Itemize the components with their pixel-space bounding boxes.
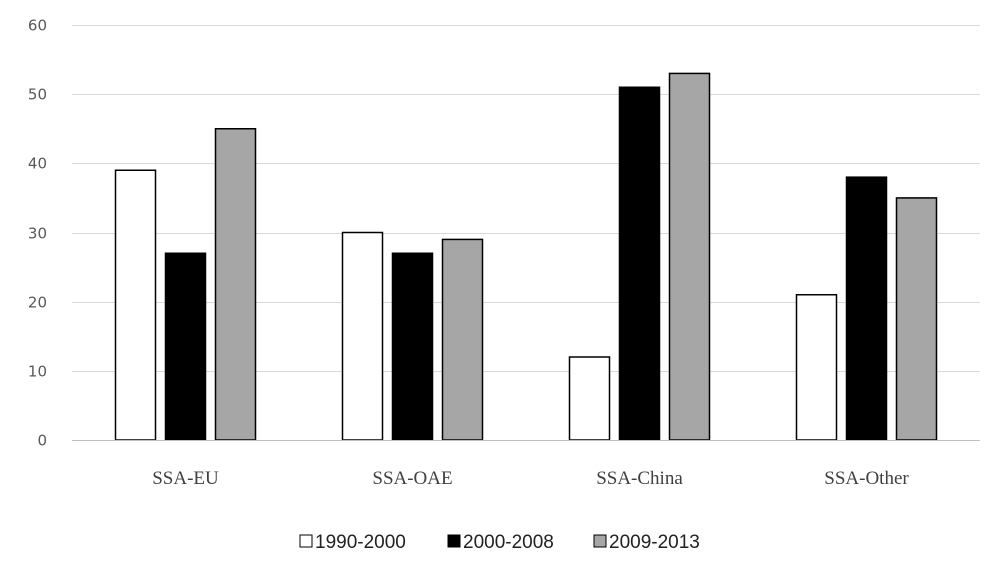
y-tick-label: 20: [28, 294, 47, 312]
x-category-label: SSA-China: [596, 468, 683, 489]
bar-ssa-eu-1990-2000: [114, 169, 157, 441]
bar-ssa-oae-2009-2013: [441, 238, 484, 441]
y-tick-label: 30: [28, 225, 47, 243]
legend-swatch: [299, 534, 313, 548]
legend-label: 2009-2013: [609, 532, 700, 553]
legend-label: 1990-2000: [315, 532, 406, 553]
legend-swatch: [593, 534, 607, 548]
y-tick-label: 40: [28, 155, 47, 173]
legend-item: 2000-2008: [447, 532, 554, 553]
y-tick-label: 0: [37, 432, 47, 450]
bar-ssa-china-2009-2013: [668, 72, 711, 441]
legend-item: 1990-2000: [299, 532, 406, 553]
y-axis-ticks: 0 10 20 30 40 50 60: [28, 17, 47, 450]
bar-ssa-oae-1990-2000: [341, 231, 384, 441]
bar-ssa-china-1990-2000: [568, 356, 611, 441]
x-axis: SSA-EU SSA-OAE SSA-China SSA-Other: [72, 440, 980, 489]
gridlines: [72, 25, 980, 372]
bar-ssa-other-2000-2008: [845, 176, 888, 441]
y-tick-label: 10: [28, 363, 47, 381]
x-category-label: SSA-OAE: [372, 468, 452, 489]
bars: [114, 72, 938, 441]
bar-ssa-eu-2000-2008: [164, 252, 207, 441]
legend-label: 2000-2008: [463, 532, 554, 553]
legend: 1990-2000 2000-2008 2009-2013: [299, 532, 700, 553]
bar-ssa-other-2009-2013: [895, 197, 938, 441]
bar-ssa-eu-2009-2013: [214, 128, 257, 441]
bar-ssa-oae-2000-2008: [391, 252, 434, 441]
bar-ssa-other-1990-2000: [795, 294, 838, 441]
y-tick-label: 60: [28, 17, 47, 35]
x-category-label: SSA-EU: [152, 468, 219, 489]
legend-swatch: [447, 534, 461, 548]
legend-item: 2009-2013: [593, 532, 700, 553]
x-category-label: SSA-Other: [824, 468, 909, 489]
bar-ssa-china-2000-2008: [618, 86, 661, 441]
y-tick-label: 50: [28, 86, 47, 104]
